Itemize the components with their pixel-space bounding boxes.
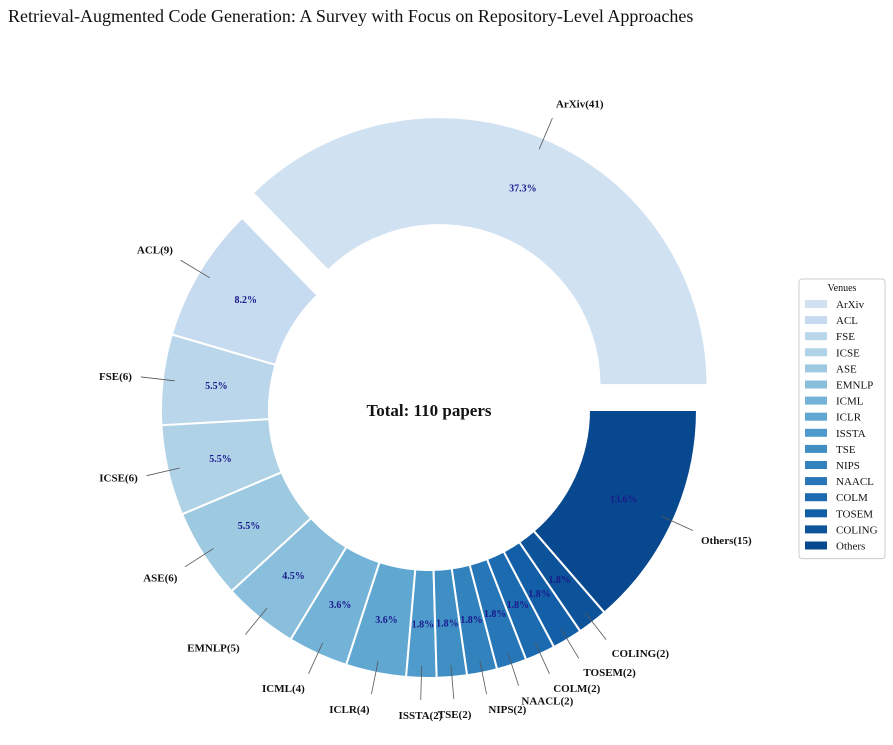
slice-label-colm: COLM(2) — [553, 683, 600, 695]
slice-others — [532, 409, 699, 614]
leader-lines-group — [140, 117, 693, 700]
total-label: Total: 110 papers — [366, 401, 491, 420]
slice-label-acl: ACL(9) — [137, 245, 173, 257]
slice-label-icse: ICSE(6) — [99, 473, 138, 485]
legend-swatch-ase — [805, 364, 827, 373]
slice-label-ase: ASE(6) — [143, 573, 178, 585]
legend-entry-icse: ICSE — [836, 347, 860, 359]
slice-arxiv — [251, 116, 709, 387]
slice-label-tse: TSE(2) — [438, 709, 472, 721]
leader-line-tosem — [560, 629, 580, 659]
legend-entry-others: Others — [836, 541, 865, 553]
leader-line-naacl — [507, 653, 519, 686]
legend-swatch-others — [805, 541, 827, 550]
legend-entry-arxiv: ArXiv — [836, 299, 865, 311]
legend-swatch-issta — [805, 428, 827, 437]
pct-label-icml: 3.6% — [329, 600, 352, 611]
slice-label-coling: COLING(2) — [612, 648, 670, 660]
legend-entry-nips: NIPS — [836, 460, 860, 472]
leader-line-tse — [450, 665, 455, 699]
page-title: Retrieval-Augmented Code Generation: A S… — [8, 6, 694, 26]
legend-entry-naacl: NAACL — [836, 476, 874, 488]
slice-label-others: Others(15) — [701, 535, 752, 547]
leader-line-emnlp — [245, 607, 268, 635]
legend-entry-issta: ISSTA — [836, 428, 866, 440]
legend-swatch-tosem — [805, 509, 827, 518]
legend: Venues ArXiv ACL FSE ICSE ASE EMNLP ICML ICLR ISS… — [798, 278, 886, 560]
legend-entry-tosem: TOSEM — [836, 508, 873, 520]
legend-entry-acl: ACL — [836, 315, 858, 327]
slice-label-emnlp: EMNLP(5) — [187, 642, 240, 654]
pct-label-acl: 8.2% — [234, 295, 257, 306]
legend-swatch-tse — [805, 444, 827, 453]
pct-label-iclr: 3.6% — [375, 615, 398, 626]
slice-label-tosem: TOSEM(2) — [583, 667, 636, 679]
legend-entry-icml: ICML — [836, 396, 864, 408]
pct-label-tosem: 1.8% — [528, 589, 551, 600]
legend-entry-tse: TSE — [836, 444, 856, 456]
slice-label-fse: FSE(6) — [99, 371, 132, 383]
legend-swatch-icse — [805, 348, 827, 357]
pct-label-naacl: 1.8% — [484, 609, 507, 620]
slice-label-nips: NIPS(2) — [488, 704, 526, 716]
slice-label-naacl: NAACL(2) — [521, 695, 573, 707]
legend-entry-fse: FSE — [836, 331, 855, 343]
pct-label-arxiv: 37.3% — [509, 184, 537, 195]
pct-label-ase: 5.5% — [238, 521, 261, 532]
leader-line-iclr — [371, 660, 379, 695]
slice-label-arxiv: ArXiv(41) — [556, 99, 604, 111]
pct-label-tse: 1.8% — [436, 619, 459, 630]
leader-line-colm — [534, 642, 550, 674]
legend-swatch-acl — [805, 316, 827, 325]
legend-swatch-iclr — [805, 412, 827, 421]
leader-line-acl — [180, 259, 210, 279]
pct-label-fse: 5.5% — [205, 381, 228, 392]
slice-label-issta: ISSTA(2) — [399, 710, 443, 722]
leader-line-coling — [585, 612, 607, 640]
slice-label-iclr: ICLR(4) — [329, 704, 370, 716]
leader-line-others — [661, 515, 693, 531]
pct-label-nips: 1.8% — [460, 615, 483, 626]
leader-line-ase — [184, 548, 214, 568]
leader-line-arxiv — [538, 117, 553, 150]
leader-line-icse — [146, 467, 180, 477]
legend-swatch-arxiv — [805, 300, 827, 308]
legend-swatch-colm — [805, 493, 827, 502]
slice-label-icml: ICML(4) — [262, 683, 305, 695]
slices-group — [160, 116, 709, 680]
legend-swatch-fse — [805, 332, 827, 341]
leader-line-fse — [140, 376, 175, 382]
leader-line-icml — [308, 642, 324, 674]
pct-label-colm: 1.8% — [507, 600, 530, 611]
leader-line-issta — [420, 665, 423, 700]
pct-label-coling: 1.8% — [548, 575, 571, 586]
legend-entry-coling: COLING — [836, 524, 878, 536]
pct-label-emnlp: 4.5% — [282, 571, 305, 582]
legend-swatch-coling — [805, 525, 827, 534]
legend-entry-iclr: ICLR — [836, 412, 862, 424]
legend-swatch-naacl — [805, 477, 827, 486]
legend-title: Venues — [828, 283, 857, 294]
legend-entry-colm: COLM — [836, 492, 868, 504]
pct-label-others: 13.6% — [610, 494, 638, 505]
legend-swatch-icml — [805, 396, 827, 405]
legend-entry-ase: ASE — [836, 363, 857, 375]
pct-label-icse: 5.5% — [209, 454, 232, 465]
leader-line-nips — [479, 660, 487, 695]
pct-label-issta: 1.8% — [412, 619, 435, 630]
labels-group: 37.3% ArXiv(41) 8.2% ACL(9) 5.5% FSE(6) 5.5% IC… — [99, 99, 752, 722]
legend-swatch-nips — [805, 461, 827, 469]
legend-entry-emnlp: EMNLP — [836, 380, 873, 392]
legend-swatch-emnlp — [805, 380, 827, 389]
